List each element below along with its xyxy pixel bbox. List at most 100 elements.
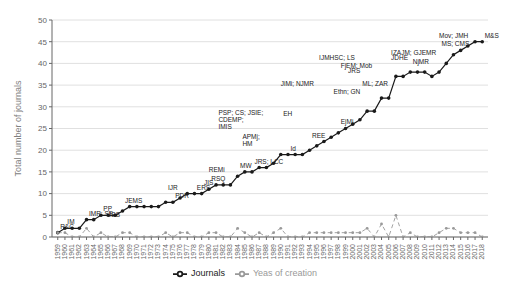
svg-text:PSP; CS; JSIE;CDEMP;IMIS: PSP; CS; JSIE;CDEMP;IMIS bbox=[218, 109, 263, 130]
svg-text:IZAJM; GJEMR: IZAJM; GJEMR bbox=[391, 49, 436, 56]
svg-text:APMj;HM: APMj;HM bbox=[242, 133, 260, 147]
svg-text:1979: 1979 bbox=[198, 244, 205, 260]
svg-text:1992: 1992 bbox=[291, 244, 298, 260]
svg-text:2000: 2000 bbox=[349, 244, 356, 260]
svg-text:PDR: PDR bbox=[175, 192, 189, 199]
svg-text:0: 0 bbox=[43, 233, 48, 242]
svg-text:1973: 1973 bbox=[154, 244, 161, 260]
svg-text:2004: 2004 bbox=[377, 244, 384, 260]
svg-text:1968: 1968 bbox=[118, 244, 125, 260]
svg-text:1984: 1984 bbox=[234, 244, 241, 260]
svg-text:1977: 1977 bbox=[183, 244, 190, 260]
svg-text:Ethn; GN: Ethn; GN bbox=[334, 88, 361, 95]
svg-text:IMR; SE: IMR; SE bbox=[88, 209, 114, 217]
svg-text:1975: 1975 bbox=[169, 244, 176, 260]
svg-text:1990: 1990 bbox=[277, 244, 284, 260]
svg-text:1997: 1997 bbox=[327, 244, 334, 260]
svg-text:2002: 2002 bbox=[363, 244, 370, 260]
svg-text:1996: 1996 bbox=[320, 244, 327, 260]
svg-text:FjEM; Mob: FjEM; Mob bbox=[341, 62, 373, 70]
svg-text:1980: 1980 bbox=[205, 244, 212, 260]
svg-text:IM: IM bbox=[67, 218, 74, 225]
svg-text:1960: 1960 bbox=[61, 244, 68, 260]
svg-text:JiMi; NJMR: JiMi; NJMR bbox=[281, 80, 315, 87]
svg-text:MS; CMS: MS; CMS bbox=[441, 40, 469, 47]
svg-text:R&C: R&C bbox=[60, 222, 74, 230]
svg-text:1987: 1987 bbox=[255, 244, 262, 260]
svg-text:1967: 1967 bbox=[111, 244, 118, 260]
svg-text:1981: 1981 bbox=[212, 244, 219, 260]
svg-text:1991: 1991 bbox=[284, 244, 291, 260]
svg-text:35: 35 bbox=[38, 81, 47, 90]
svg-text:1982: 1982 bbox=[219, 244, 226, 260]
svg-text:1964: 1964 bbox=[90, 244, 97, 260]
svg-text:1978: 1978 bbox=[190, 244, 197, 260]
svg-text:JRS; LCC: JRS; LCC bbox=[254, 158, 283, 165]
svg-text:2010: 2010 bbox=[421, 244, 428, 260]
svg-text:1995: 1995 bbox=[313, 244, 320, 260]
svg-text:1959: 1959 bbox=[54, 244, 61, 260]
svg-text:1985: 1985 bbox=[241, 244, 248, 260]
svg-text:2014: 2014 bbox=[449, 244, 456, 260]
svg-text:MW: MW bbox=[240, 162, 252, 169]
svg-text:Total number of journals: Total number of journals bbox=[13, 80, 23, 177]
svg-text:20: 20 bbox=[38, 146, 47, 155]
svg-text:1993: 1993 bbox=[298, 244, 305, 260]
svg-text:2018: 2018 bbox=[478, 244, 485, 260]
svg-text:2016: 2016 bbox=[464, 244, 471, 260]
svg-text:15: 15 bbox=[38, 168, 47, 177]
svg-text:1986: 1986 bbox=[248, 244, 255, 260]
svg-text:2006: 2006 bbox=[392, 244, 399, 260]
svg-text:JEMS: JEMS bbox=[125, 197, 143, 204]
svg-text:2001: 2001 bbox=[356, 244, 363, 260]
svg-text:45: 45 bbox=[38, 38, 47, 47]
svg-text:EH: EH bbox=[283, 110, 292, 117]
svg-text:1971: 1971 bbox=[140, 244, 147, 260]
svg-text:ML; ZAR: ML; ZAR bbox=[362, 80, 388, 87]
svg-text:1976: 1976 bbox=[176, 244, 183, 260]
svg-text:2013: 2013 bbox=[442, 244, 449, 260]
svg-text:1983: 1983 bbox=[226, 244, 233, 260]
svg-text:1998: 1998 bbox=[334, 244, 341, 260]
svg-text:RSQ: RSQ bbox=[211, 175, 225, 183]
svg-text:1969: 1969 bbox=[126, 244, 133, 260]
svg-text:1970: 1970 bbox=[133, 244, 140, 260]
svg-text:2003: 2003 bbox=[370, 244, 377, 260]
svg-text:40: 40 bbox=[38, 59, 47, 68]
svg-text:30: 30 bbox=[38, 103, 47, 112]
html-text:Yeas of creation: Yeas of creation bbox=[252, 268, 318, 279]
svg-text:1962: 1962 bbox=[75, 244, 82, 260]
svg-text:REE: REE bbox=[312, 132, 326, 139]
svg-text:IJR: IJR bbox=[168, 184, 178, 191]
svg-text:10: 10 bbox=[38, 189, 47, 198]
svg-text:1972: 1972 bbox=[147, 244, 154, 260]
svg-text:2012: 2012 bbox=[435, 244, 442, 260]
svg-text:IJMHSC; LS: IJMHSC; LS bbox=[319, 54, 355, 61]
svg-text:M&S: M&S bbox=[485, 32, 500, 39]
svg-text:2011: 2011 bbox=[428, 244, 435, 259]
svg-text:1994: 1994 bbox=[306, 244, 313, 260]
svg-text:1961: 1961 bbox=[68, 244, 75, 260]
svg-text:50: 50 bbox=[38, 16, 47, 25]
svg-text:1963: 1963 bbox=[83, 244, 90, 260]
svg-text:5: 5 bbox=[43, 211, 48, 220]
svg-text:1988: 1988 bbox=[262, 244, 269, 260]
svg-text:JBS: JBS bbox=[108, 211, 121, 218]
svg-text:2007: 2007 bbox=[399, 244, 406, 260]
svg-text:1989: 1989 bbox=[270, 244, 277, 260]
svg-text:2017: 2017 bbox=[471, 244, 478, 260]
svg-text:REMi: REMi bbox=[209, 166, 225, 173]
svg-text:2009: 2009 bbox=[413, 244, 420, 260]
svg-text:NjMR: NjMR bbox=[413, 58, 430, 66]
svg-text:25: 25 bbox=[38, 124, 47, 133]
svg-text:2005: 2005 bbox=[385, 244, 392, 260]
svg-text:2015: 2015 bbox=[457, 244, 464, 260]
svg-text:Id: Id bbox=[290, 145, 296, 152]
html-text:Journals: Journals bbox=[190, 268, 225, 279]
svg-text:1965: 1965 bbox=[97, 244, 104, 260]
svg-text:1974: 1974 bbox=[162, 244, 169, 260]
svg-text:2008: 2008 bbox=[406, 244, 413, 260]
svg-text:Mov; JMH: Mov; JMH bbox=[439, 32, 469, 39]
svg-text:1999: 1999 bbox=[342, 244, 349, 260]
svg-text:1966: 1966 bbox=[104, 244, 111, 260]
